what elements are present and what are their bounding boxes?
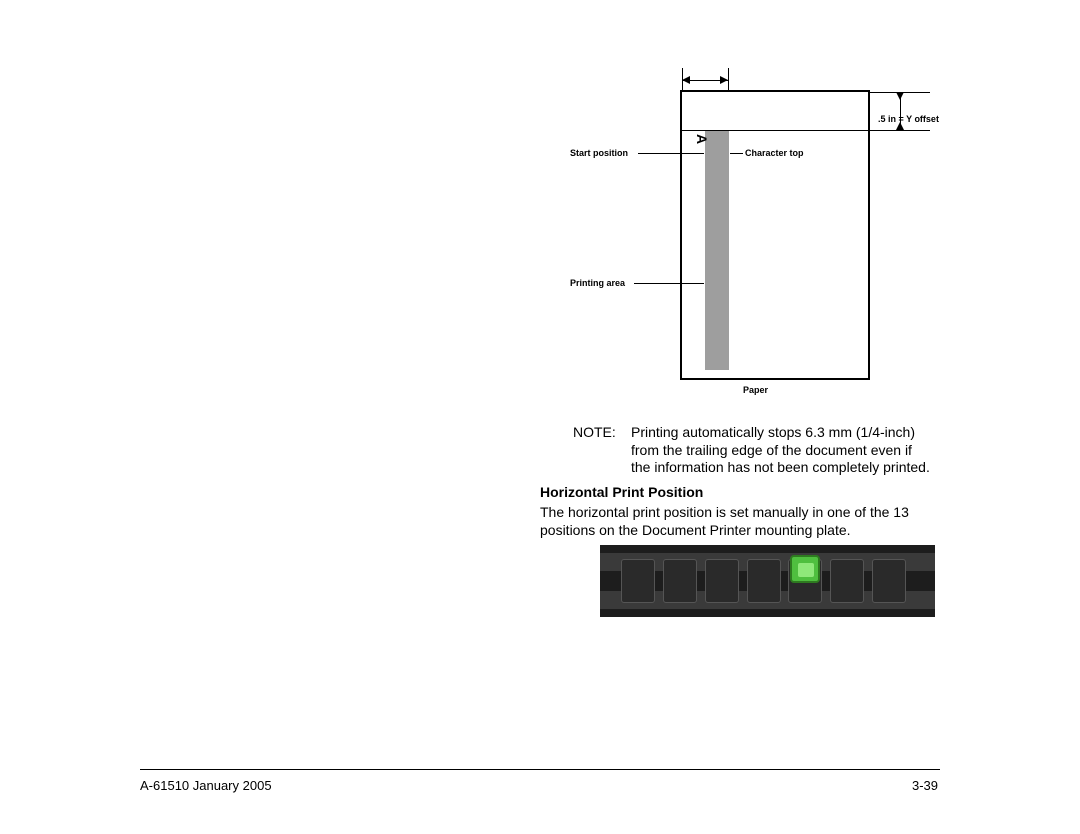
photo-clip (790, 555, 820, 583)
dim-top-arrow-left (682, 76, 690, 84)
photo-slot (705, 559, 739, 603)
photo-slot (663, 559, 697, 603)
print-position-diagram: A Start position Character top Printing … (570, 60, 1020, 400)
note-label: NOTE: (573, 424, 631, 477)
footer-right: 3-39 (912, 778, 938, 793)
photo-slot (830, 559, 864, 603)
label-printing-area: Printing area (570, 278, 625, 288)
mounting-plate-photo (600, 545, 935, 617)
start-leader (638, 153, 704, 154)
label-paper: Paper (743, 385, 768, 395)
label-character-top: Character top (745, 148, 804, 158)
photo-slot (621, 559, 655, 603)
footer-rule (140, 769, 940, 770)
yoffset-arrow-down (896, 92, 904, 100)
note-block: NOTE: Printing automatically stops 6.3 m… (573, 424, 933, 477)
page: A Start position Character top Printing … (0, 0, 1080, 834)
footer-left: A-61510 January 2005 (140, 778, 272, 793)
label-start-position: Start position (570, 148, 628, 158)
section-text: The horizontal print position is set man… (540, 504, 935, 539)
printarea-leader (634, 283, 704, 284)
yoffset-bot-extline (680, 130, 930, 131)
photo-slot (872, 559, 906, 603)
label-y-offset: .5 in = Y offset (878, 114, 939, 124)
character-glyph: A (694, 134, 710, 144)
section-heading: Horizontal Print Position (540, 484, 703, 502)
dim-top-tick-right (728, 68, 729, 92)
printing-area-bar (705, 130, 729, 370)
note-text: Printing automatically stops 6.3 mm (1/4… (631, 424, 933, 477)
chartop-leader (730, 153, 743, 154)
photo-slot (747, 559, 781, 603)
dim-top-arrow-right (720, 76, 728, 84)
